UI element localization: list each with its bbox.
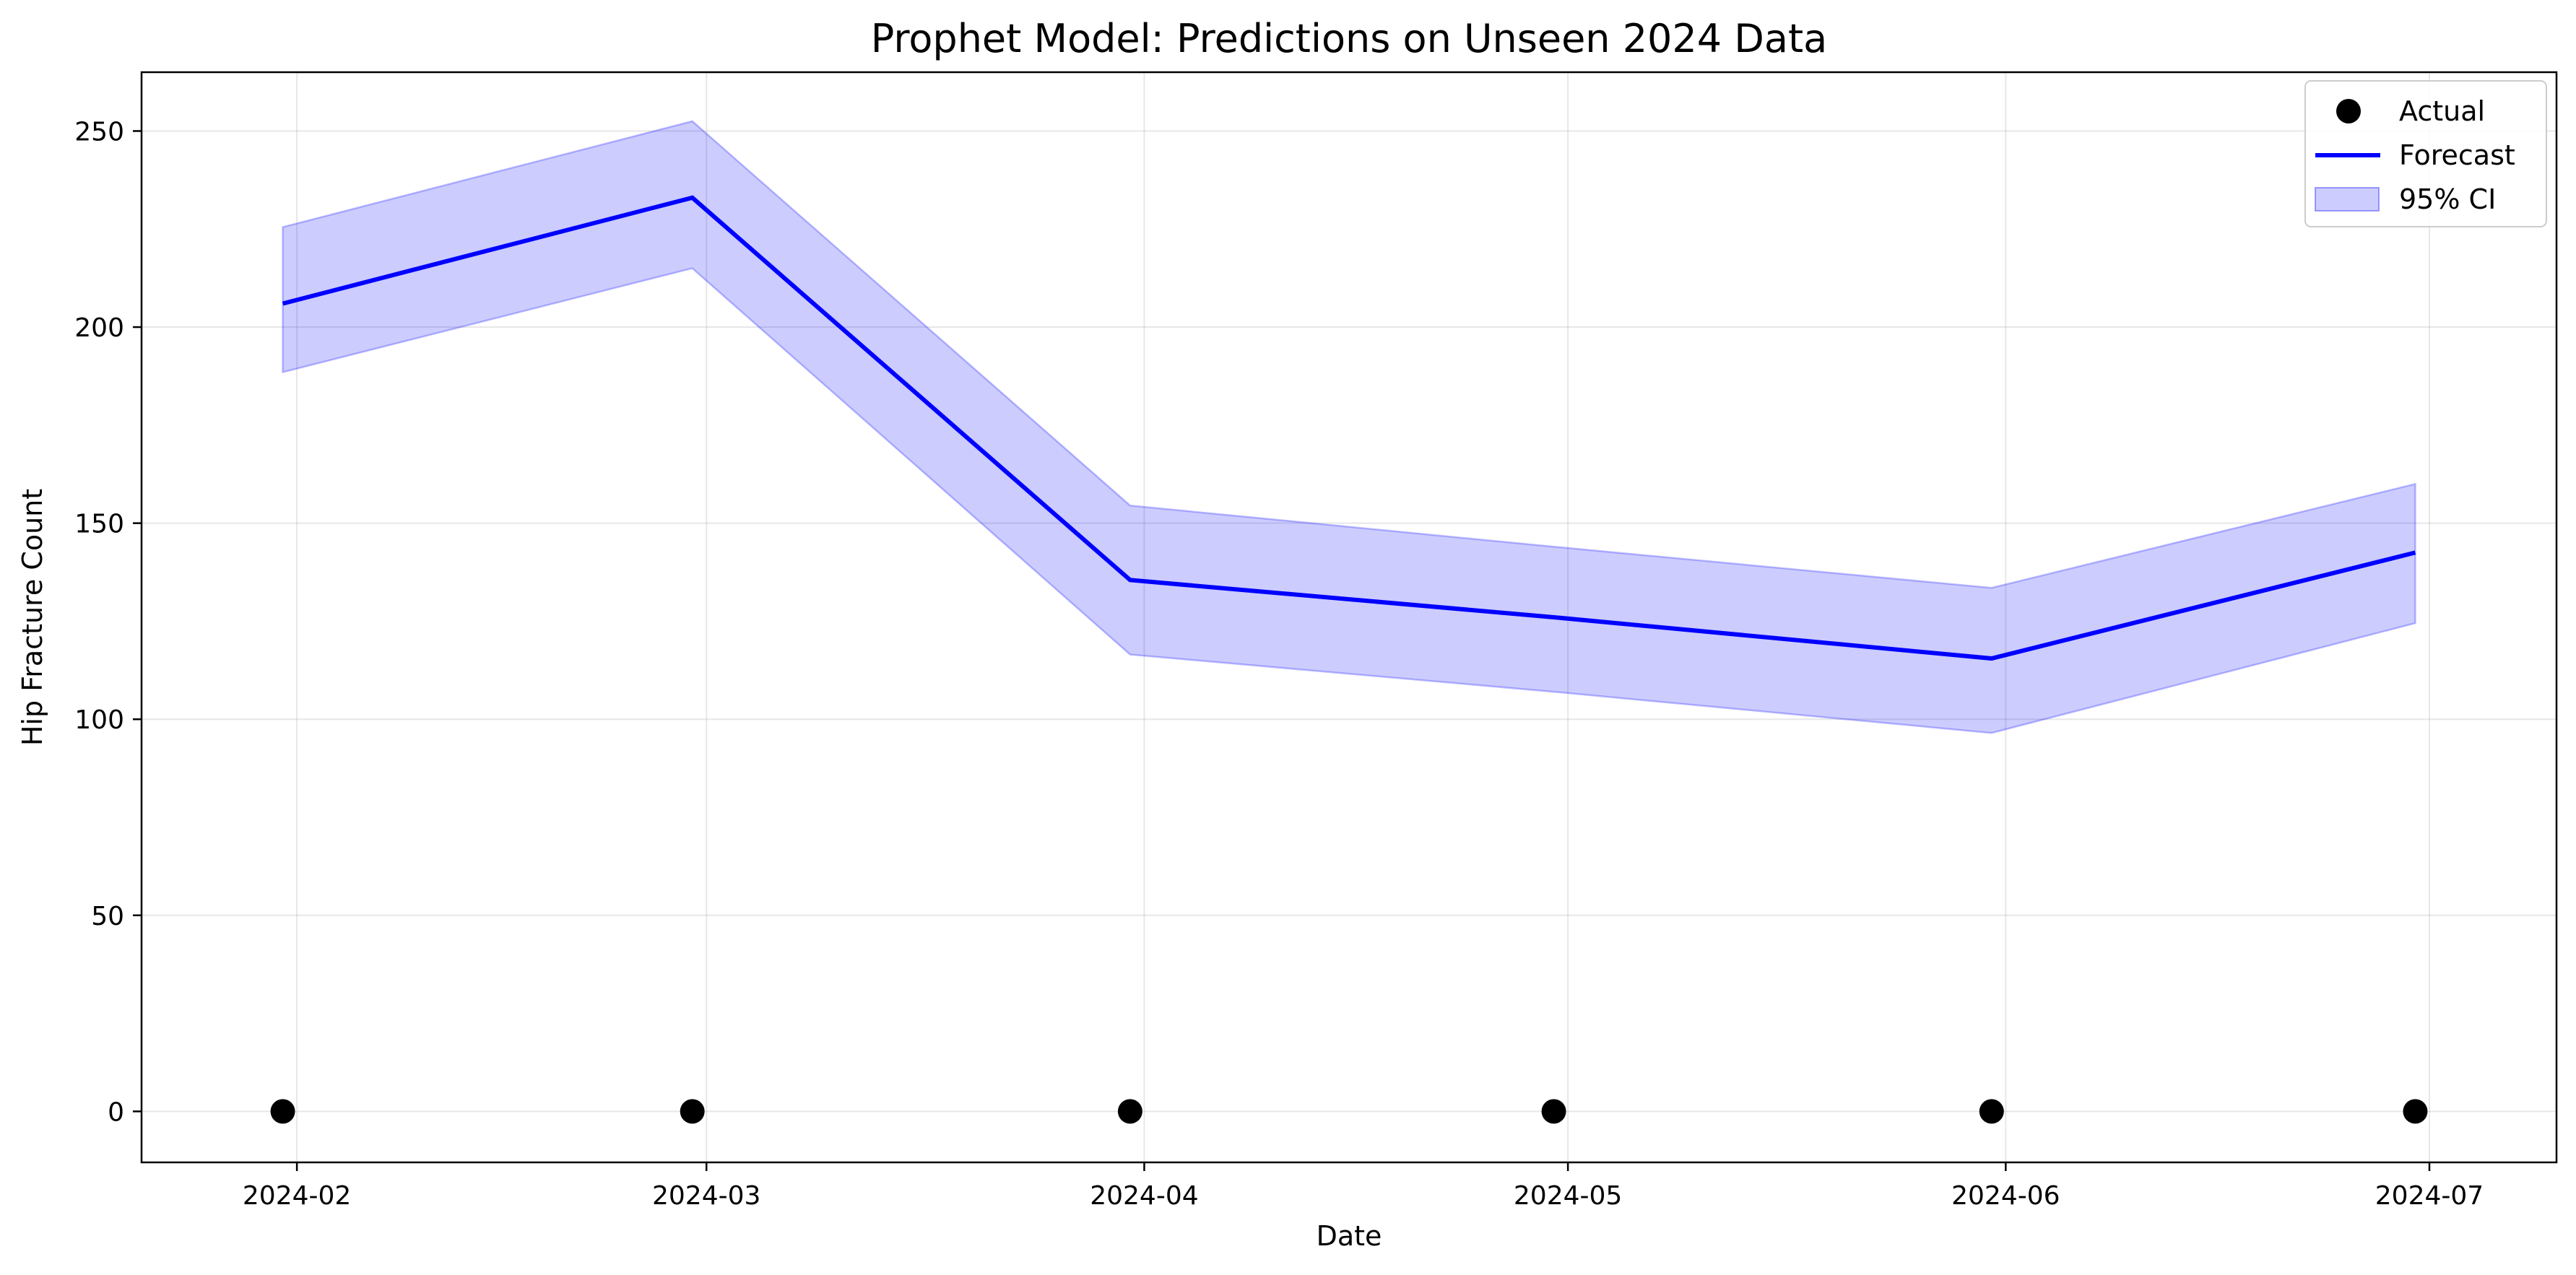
actual-point: [1541, 1099, 1566, 1124]
chart-title: Prophet Model: Predictions on Unseen 202…: [871, 16, 1827, 61]
forecast-line: [282, 195, 2416, 661]
x-axis-label: Date: [1317, 1220, 1382, 1252]
legend-ci-patch: [2315, 187, 2380, 212]
x-tick-label: 2024-03: [652, 1181, 760, 1211]
actual-point: [270, 1099, 295, 1124]
legend: Actual Forecast 95% CI: [2304, 80, 2547, 227]
ci-band-layer: [282, 120, 2416, 734]
actual-point: [2403, 1099, 2428, 1124]
legend-actual-marker: [2336, 99, 2361, 123]
y-tick-label: 0: [108, 1097, 124, 1127]
y-axis-ticks: 0 50 100 150 200 250: [74, 117, 142, 1127]
x-axis-ticks: 2024-02 2024-03 2024-04 2024-05 2024-06 2024-…: [243, 1162, 2484, 1211]
x-tick-label: 2024-06: [1951, 1181, 2060, 1211]
legend-ci-label: 95% CI: [2399, 183, 2496, 215]
actual-point: [1117, 1099, 1142, 1124]
legend-forecast-label: Forecast: [2399, 139, 2515, 171]
forecast-line-layer: [282, 195, 2416, 661]
plot-frame: [140, 71, 2558, 1164]
x-tick-label: 2024-04: [1090, 1181, 1198, 1211]
x-tick-label: 2024-02: [243, 1181, 351, 1211]
y-tick-label: 150: [74, 510, 124, 539]
y-tick-label: 50: [91, 902, 124, 931]
x-tick-label: 2024-07: [2375, 1181, 2484, 1211]
y-axis-label: Hip Fracture Count: [17, 489, 48, 746]
y-tick-label: 100: [74, 705, 124, 735]
y-tick-label: 200: [74, 313, 124, 343]
grid: [142, 72, 2557, 1162]
legend-box: [2304, 80, 2547, 227]
actual-points-layer: [270, 1099, 2428, 1124]
actual-point: [680, 1099, 705, 1124]
legend-actual-label: Actual: [2399, 95, 2485, 127]
x-tick-label: 2024-05: [1514, 1181, 1622, 1211]
y-tick-label: 250: [74, 117, 124, 147]
ci-band: [282, 120, 2416, 734]
actual-point: [1979, 1099, 2004, 1124]
